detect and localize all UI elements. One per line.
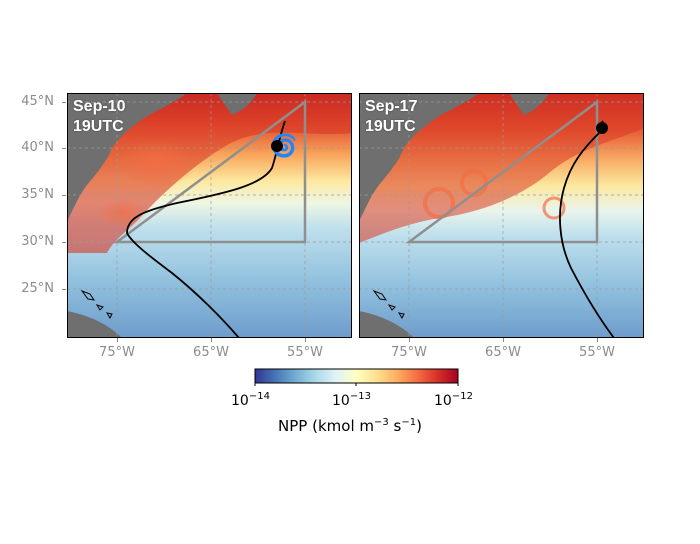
map-sep17 bbox=[359, 93, 644, 338]
panel-date-label: Sep-10 19UTC bbox=[73, 97, 125, 137]
lat-tick-mark bbox=[62, 195, 66, 196]
colorbar bbox=[254, 368, 459, 386]
label-part: s bbox=[388, 417, 402, 435]
lat-tick-mark bbox=[62, 242, 66, 243]
lat-tick-label: 40°N bbox=[21, 140, 54, 155]
lat-tick-mark bbox=[62, 148, 66, 149]
lon-tick-label: 75°W bbox=[391, 345, 427, 360]
hurricane-marker bbox=[596, 122, 608, 134]
eddy-feature bbox=[542, 196, 566, 220]
lon-tick-mark bbox=[409, 338, 410, 342]
land-north-america bbox=[67, 93, 187, 221]
map-sep10: 🌀 bbox=[67, 93, 352, 338]
colorbar-gradient bbox=[254, 368, 459, 384]
tick-exponent: −13 bbox=[349, 391, 371, 402]
label-exponent: −3 bbox=[374, 417, 389, 428]
tick-exponent: −14 bbox=[248, 391, 270, 402]
lon-tick-mark bbox=[211, 338, 212, 342]
lat-tick-label: 45°N bbox=[21, 94, 54, 109]
land-cuba bbox=[67, 311, 122, 338]
map-panel-sep17: Sep-17 19UTC bbox=[359, 93, 644, 338]
lon-tick-mark bbox=[117, 338, 118, 342]
bahamas-islands bbox=[372, 289, 405, 320]
panel-date: Sep-10 bbox=[73, 98, 126, 115]
map-panel-sep10: 🌀 Sep-10 19UTC bbox=[67, 93, 352, 338]
land-cuba bbox=[359, 311, 414, 338]
coastal-bloom bbox=[359, 93, 644, 243]
eddy-feature bbox=[423, 187, 455, 219]
lon-tick-label: 55°W bbox=[287, 345, 323, 360]
panel-date: Sep-17 bbox=[365, 98, 418, 115]
lon-tick-label: 55°W bbox=[579, 345, 615, 360]
panel-date-label: Sep-17 19UTC bbox=[365, 97, 417, 137]
lon-tick-label: 65°W bbox=[193, 345, 229, 360]
tick-base: 10 bbox=[434, 393, 452, 409]
land-nova-scotia bbox=[509, 93, 549, 115]
lat-tick-mark bbox=[62, 289, 66, 290]
panel-time: 19UTC bbox=[365, 118, 416, 135]
lat-tick-mark bbox=[62, 102, 66, 103]
colorbar-label: NPP (kmol m−3 s−1) bbox=[214, 417, 486, 435]
bahamas-islands bbox=[80, 289, 113, 320]
label-part: NPP (kmol m bbox=[278, 417, 374, 435]
label-exponent: −1 bbox=[401, 417, 417, 428]
analysis-triangle bbox=[113, 99, 307, 244]
hurricane-track bbox=[126, 120, 286, 338]
label-part: ) bbox=[416, 417, 422, 435]
lat-tick-label: 30°N bbox=[21, 234, 54, 249]
colorbar-tick-label: 10−12 bbox=[434, 389, 473, 409]
lat-tick-label: 35°N bbox=[21, 187, 54, 202]
colorbar-tick-label: 10−14 bbox=[231, 389, 270, 409]
tick-base: 10 bbox=[332, 393, 350, 409]
lon-tick-label: 75°W bbox=[99, 345, 135, 360]
land-nova-scotia bbox=[217, 93, 257, 115]
tick-exponent: −12 bbox=[451, 391, 473, 402]
analysis-triangle bbox=[405, 99, 599, 244]
lon-tick-mark bbox=[597, 338, 598, 342]
colorbar-tick-label: 10−13 bbox=[332, 389, 371, 409]
panel-time: 19UTC bbox=[73, 118, 124, 135]
eddy-feature bbox=[117, 138, 197, 188]
lon-tick-label: 65°W bbox=[485, 345, 521, 360]
land-north-america bbox=[359, 93, 479, 221]
hurricane-marker bbox=[271, 140, 283, 152]
lon-tick-mark bbox=[503, 338, 504, 342]
lat-tick-label: 25°N bbox=[21, 281, 54, 296]
lon-tick-mark bbox=[305, 338, 306, 342]
colorbar-ticks bbox=[254, 383, 459, 386]
tick-base: 10 bbox=[231, 393, 249, 409]
eddy-feature bbox=[97, 198, 147, 228]
